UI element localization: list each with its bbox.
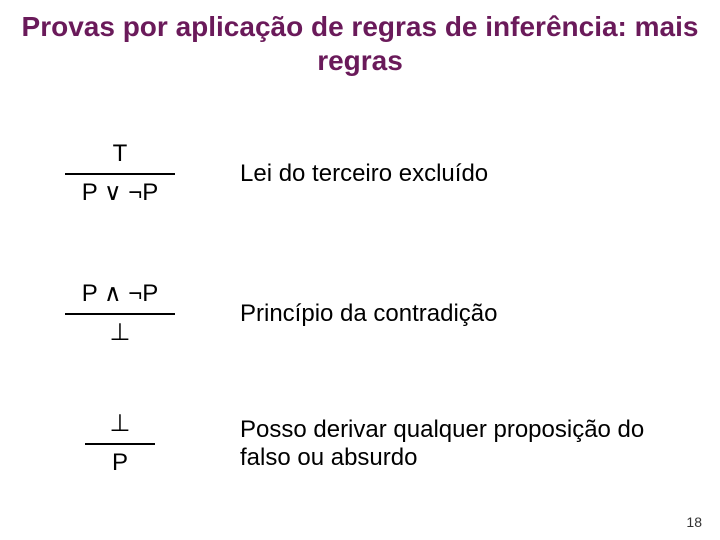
page-number: 18 xyxy=(686,514,702,530)
rule-1-description: Lei do terceiro excluído xyxy=(240,160,488,188)
rule-3-conclusion: P xyxy=(112,449,128,478)
rule-3-line xyxy=(85,443,155,445)
rule-1-conclusion: P ∨ ¬P xyxy=(82,179,159,208)
slide: Provas por aplicação de regras de inferê… xyxy=(0,0,720,540)
rule-3-premise: ⊥ xyxy=(110,410,131,439)
rule-1-line xyxy=(65,173,175,175)
rule-2-premise: P ∧ ¬P xyxy=(82,280,159,309)
rule-2-description: Princípio da contradição xyxy=(240,300,497,328)
rule-2-conclusion: ⊥ xyxy=(110,319,131,348)
slide-title: Provas por aplicação de regras de inferê… xyxy=(0,10,720,77)
rule-row-1: T P ∨ ¬P Lei do terceiro excluído xyxy=(40,140,488,208)
rule-2-line xyxy=(65,313,175,315)
rule-1-premise: T xyxy=(113,140,128,169)
rule-row-3: ⊥ P Posso derivar qualquer proposição do… xyxy=(40,410,660,478)
rule-box-3: ⊥ P xyxy=(40,410,200,478)
rule-box-1: T P ∨ ¬P xyxy=(40,140,200,208)
rule-row-2: P ∧ ¬P ⊥ Princípio da contradição xyxy=(40,280,497,348)
rule-box-2: P ∧ ¬P ⊥ xyxy=(40,280,200,348)
rule-3-description: Posso derivar qualquer proposição do fal… xyxy=(240,416,660,472)
